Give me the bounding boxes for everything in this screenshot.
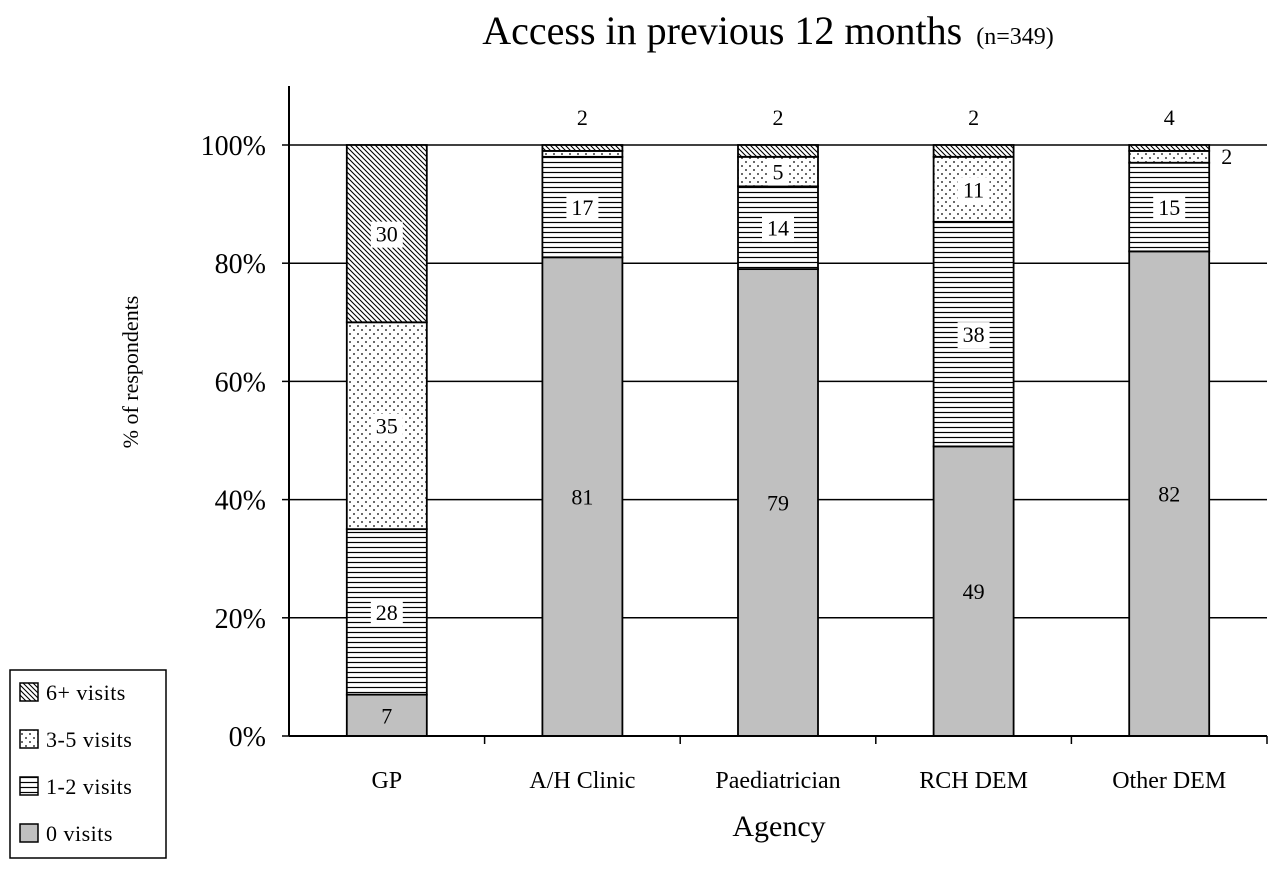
data-label-bg: [957, 322, 990, 349]
data-label-bg: [370, 221, 403, 248]
y-tick-label: 80%: [215, 249, 266, 280]
legend-label: 1-2 visits: [46, 774, 132, 799]
bar-segment: [1128, 250, 1211, 737]
legend-swatch: [19, 729, 39, 749]
data-label: 2: [1221, 144, 1232, 169]
legend-label: 3-5 visits: [46, 727, 132, 752]
data-label: 28: [376, 600, 398, 625]
data-label: 7: [381, 703, 392, 728]
x-tick-label: GP: [371, 768, 402, 794]
x-tick-label: RCH DEM: [919, 768, 1028, 794]
bar-segment: [737, 268, 819, 737]
data-label: 81: [571, 485, 593, 510]
x-tick-label: Other DEM: [1112, 768, 1226, 794]
data-label: 14: [767, 216, 789, 241]
data-label: 2: [773, 105, 784, 130]
x-tick-label: A/H Clinic: [529, 768, 635, 794]
y-tick-label: 100%: [201, 131, 266, 162]
data-label: 38: [963, 322, 985, 347]
data-label-bg: [762, 215, 794, 242]
bar-segment: [932, 144, 1015, 158]
bars: [345, 144, 1211, 737]
x-tick-label: Paediatrician: [715, 768, 840, 794]
legend-swatch: [19, 776, 39, 796]
data-label-bg: [768, 159, 788, 186]
chart-title: Access in previous 12 months (n=349): [482, 8, 1053, 53]
data-label: 11: [963, 177, 984, 202]
bar-segment: [1128, 144, 1211, 152]
data-label: 30: [376, 222, 398, 247]
bar-segment: [541, 256, 624, 737]
y-tick-label: 60%: [215, 367, 266, 398]
bar-segment: [737, 144, 819, 158]
data-label-bg: [370, 413, 403, 440]
data-label: 49: [963, 579, 985, 604]
y-tick-label: 20%: [215, 604, 266, 635]
data-label: 79: [767, 491, 789, 516]
legend: 6+ visits 3-5 visits 1-2 visits 0 visits: [9, 669, 167, 859]
data-label: 5: [773, 160, 784, 185]
legend-label: 0 visits: [46, 821, 113, 846]
y-axis-ticks: 0% 20% 40% 60% 80% 100%: [201, 131, 289, 753]
bar-segment: [541, 144, 624, 152]
data-label: 35: [376, 414, 398, 439]
data-label: 2: [577, 105, 588, 130]
data-label-bg: [957, 177, 990, 204]
bar-segment: [345, 693, 428, 737]
data-label: 4: [1164, 105, 1175, 130]
legend-swatch: [19, 823, 39, 843]
data-label-bg: [566, 195, 599, 222]
y-tick-label: 40%: [215, 486, 266, 517]
legend-swatch: [19, 682, 39, 702]
x-axis-ticks: GP A/H Clinic Paediatrician RCH DEM Other DE…: [371, 736, 1268, 794]
bar-segment: [932, 445, 1015, 737]
x-axis-label: Agency: [732, 810, 825, 843]
data-label-bg: [370, 599, 403, 626]
y-tick-label: 0%: [229, 722, 266, 753]
legend-label: 6+ visits: [46, 680, 126, 705]
data-label: 82: [1158, 482, 1180, 507]
data-label: 2: [968, 105, 979, 130]
bar-segment: [1128, 150, 1211, 164]
data-label-bg: [1153, 195, 1186, 222]
data-label: 15: [1158, 195, 1180, 220]
data-labels: 7 28 35 30 81 17 2 79 14 5 2 49 38 11 2 82 15 2 4: [370, 105, 1232, 728]
y-axis-label: % of respondents: [118, 296, 143, 449]
data-label: 17: [571, 195, 593, 220]
